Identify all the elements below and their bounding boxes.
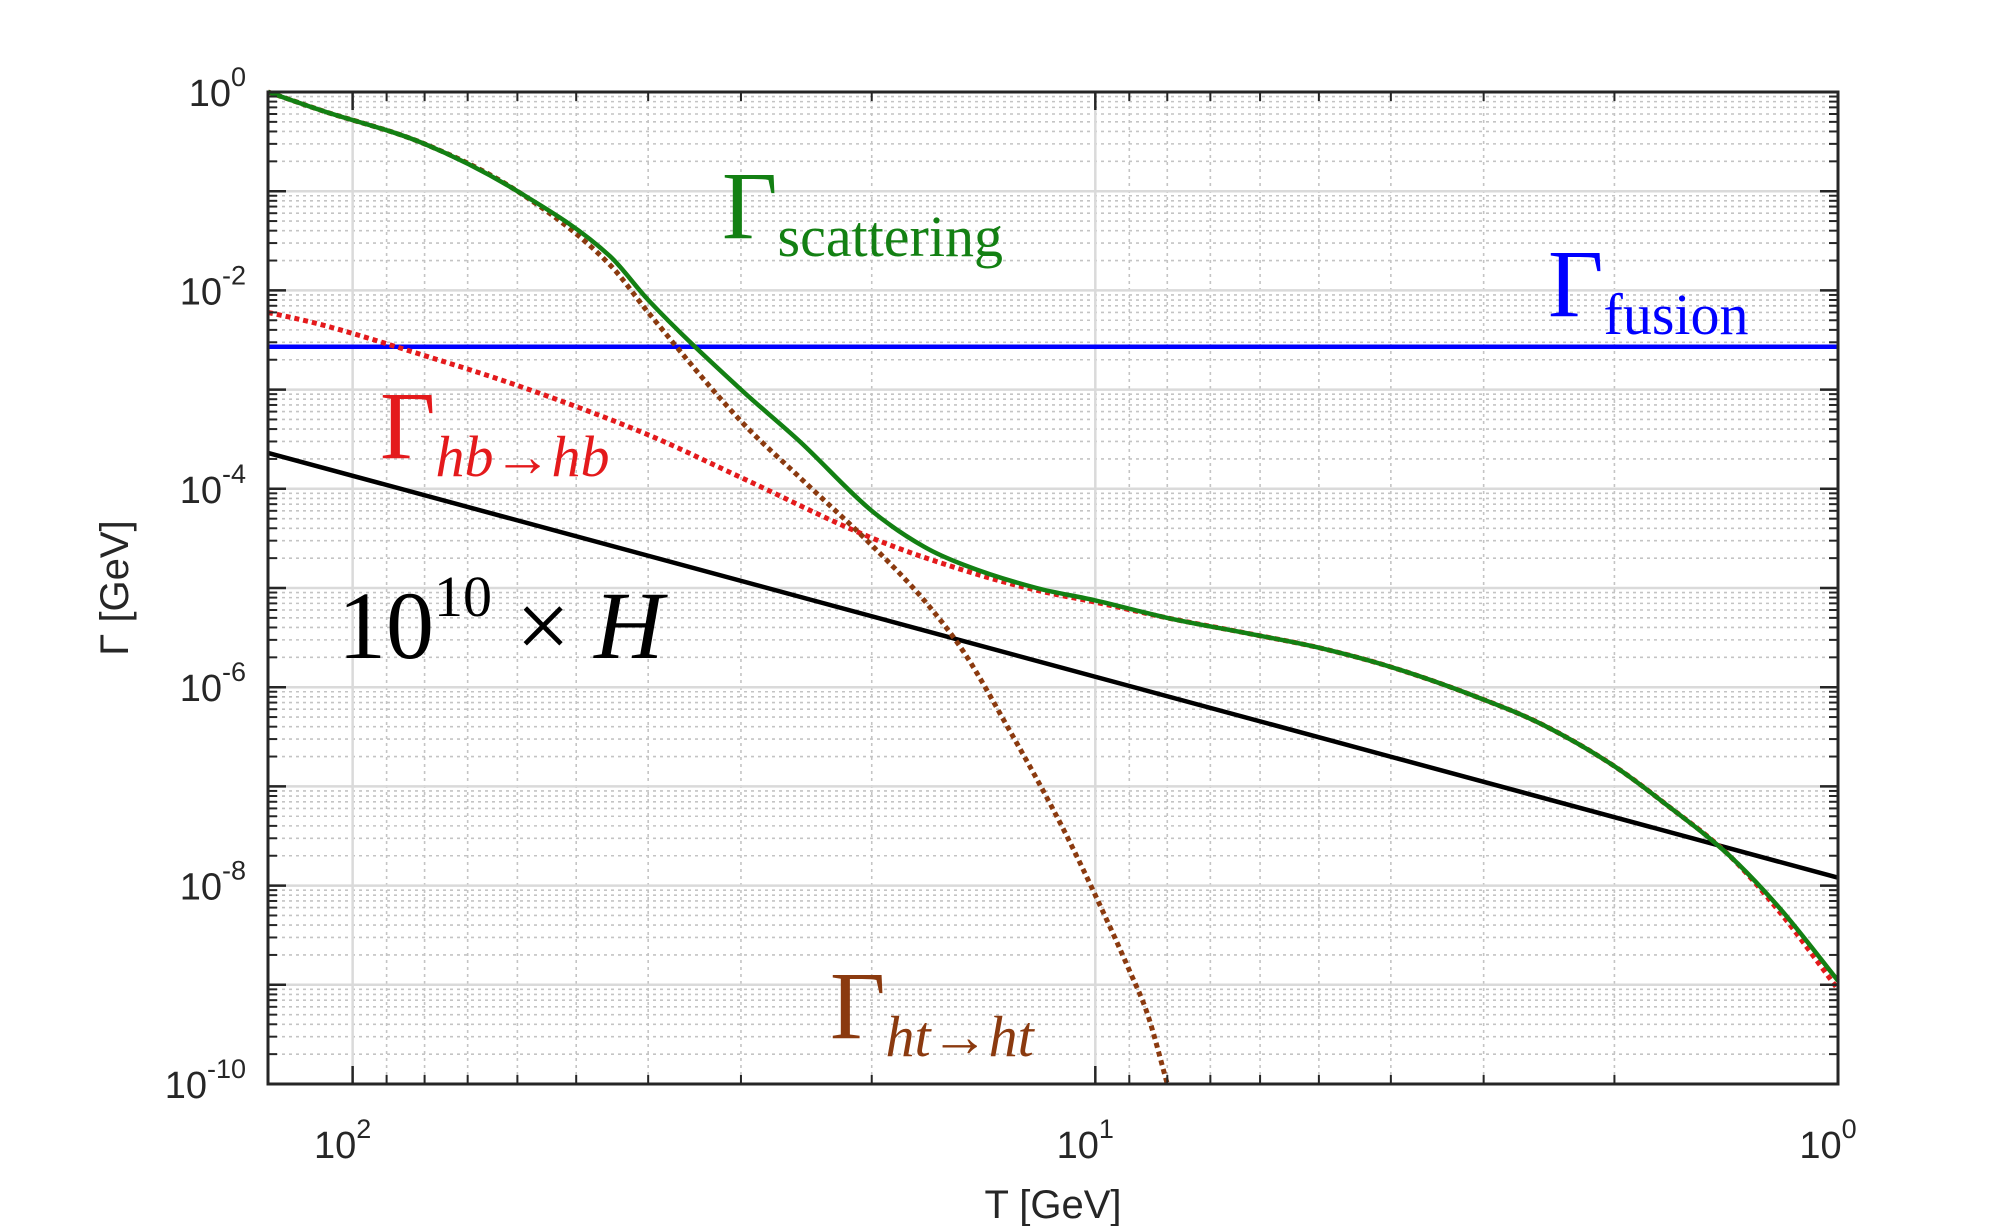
x-tick-label-base: 10 xyxy=(314,1125,356,1167)
x-tick-label-exp: 1 xyxy=(1099,1114,1114,1144)
y-tick-label: 10-8 xyxy=(180,856,246,909)
x-tick-label-base: 10 xyxy=(1057,1125,1099,1167)
series-line-H xyxy=(267,450,1839,880)
y-tick-label-exp: 0 xyxy=(231,62,246,92)
x-tick-label: 100 xyxy=(1799,1114,1856,1167)
x-tick-labels: 102 101 100 xyxy=(314,1114,1857,1167)
y-tick-label: 100 xyxy=(189,62,246,115)
y-tick-label-exp: -4 xyxy=(222,459,246,489)
y-tick-label-base: 10 xyxy=(165,1065,207,1107)
y-tick-label-base: 10 xyxy=(180,470,222,512)
y-tick-label-base: 10 xyxy=(180,668,222,710)
x-tick-label-exp: 0 xyxy=(1842,1114,1857,1144)
minor-grid xyxy=(268,92,1838,1084)
annotation-hb-main: Γ xyxy=(380,372,436,479)
y-tick-label-exp: -8 xyxy=(222,856,246,886)
annotation-ht-main: Γ xyxy=(830,952,886,1059)
annotation-scattering: Γscattering xyxy=(722,152,1003,269)
x-tick-label-exp: 2 xyxy=(356,1114,371,1144)
annotation-ht: Γht→ht xyxy=(830,952,1036,1069)
x-tick-label: 102 xyxy=(314,1114,371,1167)
y-tick-label-base: 10 xyxy=(180,867,222,909)
annotation-hubble-sup: 10 xyxy=(434,564,492,629)
annotation-fusion-sub: fusion xyxy=(1604,282,1749,347)
annotation-ht-sub: ht→ht xyxy=(886,1004,1036,1069)
annotation-fusion: Γfusion xyxy=(1548,230,1749,347)
annotation-hubble: 1010 × H xyxy=(338,564,668,679)
annotation-hubble-main: 10 xyxy=(338,572,434,679)
y-tick-label-base: 10 xyxy=(189,73,231,115)
y-tick-label-base: 10 xyxy=(180,271,222,313)
annotation-hubble-var: H xyxy=(592,572,668,679)
y-tick-label-exp: -10 xyxy=(207,1054,246,1084)
x-tick-label-base: 10 xyxy=(1799,1125,1841,1167)
y-tick-label-exp: -6 xyxy=(222,657,246,687)
series-layer xyxy=(267,89,1840,1085)
ticks-layer xyxy=(268,90,1840,1086)
y-axis-label: Γ [GeV] xyxy=(93,520,137,655)
y-tick-label: 10-4 xyxy=(180,459,246,512)
x-axis-label: T [GeV] xyxy=(984,1183,1121,1226)
annotation-scattering-sub: scattering xyxy=(778,204,1003,269)
annotation-hubble-times: × xyxy=(492,572,594,679)
annotation-fusion-main: Γ xyxy=(1548,230,1604,337)
y-tick-label-exp: -2 xyxy=(222,260,246,290)
annotation-hb: Γhb→hb xyxy=(380,372,610,489)
y-tick-label: 10-10 xyxy=(165,1054,246,1107)
series-line-scattering xyxy=(267,89,1840,983)
annotation-hb-sub: hb→hb xyxy=(436,424,610,489)
annotation-scattering-main: Γ xyxy=(722,152,778,259)
y-tick-label: 10-6 xyxy=(180,657,246,710)
x-tick-label: 101 xyxy=(1057,1114,1114,1167)
y-tick-label: 10-2 xyxy=(180,260,246,313)
